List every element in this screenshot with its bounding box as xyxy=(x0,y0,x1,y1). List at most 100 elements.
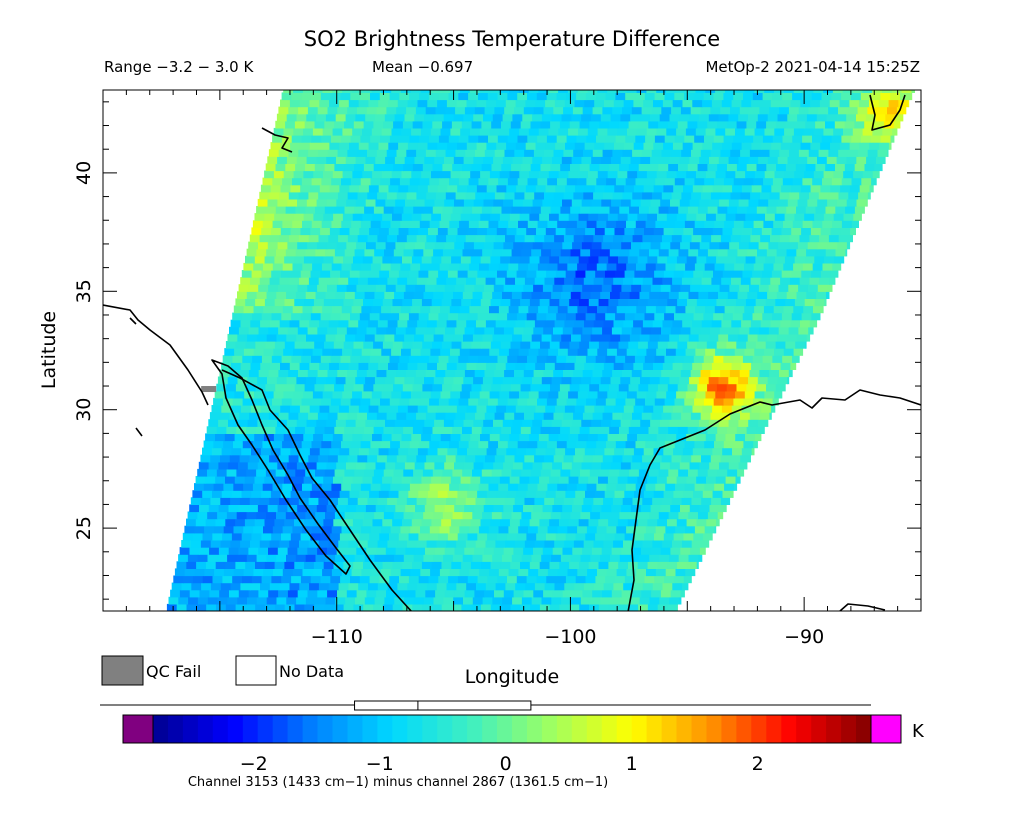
swath-pixel xyxy=(227,596,238,605)
swath-pixel xyxy=(805,341,807,349)
swath-pixel xyxy=(476,184,488,193)
swath-pixel xyxy=(659,596,670,605)
swath-pixel xyxy=(260,582,271,591)
swath-pixel xyxy=(534,234,545,243)
swath-pixel xyxy=(286,376,297,385)
swath-pixel xyxy=(319,184,331,193)
swath-pixel xyxy=(762,135,774,143)
swath-pixel xyxy=(413,248,424,257)
swath-pixel xyxy=(796,333,808,342)
swath-pixel xyxy=(280,99,291,108)
swath-pixel xyxy=(682,582,689,591)
swath-pixel xyxy=(442,248,454,257)
swath-pixel xyxy=(570,163,581,172)
swath-pixel xyxy=(515,99,526,108)
swath-pixel xyxy=(810,142,821,150)
swath-pixel xyxy=(246,511,257,520)
swath-pixel xyxy=(452,206,463,214)
swath-pixel xyxy=(425,589,436,598)
swath-pixel xyxy=(285,426,296,434)
swath-pixel xyxy=(644,227,655,236)
swath-pixel xyxy=(398,270,410,278)
swath-pixel xyxy=(216,468,228,477)
swath-pixel xyxy=(693,355,705,363)
swath-pixel xyxy=(624,184,635,193)
swath-pixel xyxy=(572,241,583,250)
swath-pixel xyxy=(560,426,571,434)
swath-pixel xyxy=(549,298,560,307)
swath-pixel xyxy=(336,461,347,470)
swath-pixel xyxy=(594,227,606,236)
swath-pixel xyxy=(460,213,472,221)
swath-pixel xyxy=(314,120,325,129)
swath-pixel xyxy=(700,326,711,335)
swath-pixel xyxy=(754,127,765,136)
swath-pixel xyxy=(601,419,612,427)
swath-pixel xyxy=(515,319,526,328)
swath-pixel xyxy=(248,369,260,378)
swath-pixel xyxy=(505,582,516,591)
swath-pixel xyxy=(406,497,418,505)
swath-pixel xyxy=(684,440,695,449)
swath-pixel xyxy=(640,113,651,122)
swath-pixel xyxy=(689,376,700,385)
swath-pixel xyxy=(416,497,427,505)
swath-pixel xyxy=(456,540,467,548)
swath-pixel xyxy=(408,490,419,498)
swath-pixel xyxy=(559,255,570,264)
swath-pixel xyxy=(802,135,813,143)
swath-pixel xyxy=(317,106,329,115)
swath-pixel xyxy=(545,99,556,108)
swath-pixel xyxy=(650,198,661,207)
swath-pixel xyxy=(414,333,425,342)
swath-pixel xyxy=(639,596,651,605)
swath-pixel xyxy=(597,90,608,93)
swath-pixel xyxy=(497,270,508,278)
swath-pixel xyxy=(403,248,414,257)
swath-pixel xyxy=(645,262,657,271)
swath-pixel xyxy=(258,326,269,335)
swath-pixel xyxy=(657,255,668,264)
swath-pixel xyxy=(580,248,591,257)
swath-pixel xyxy=(579,341,590,349)
swath-pixel xyxy=(444,156,455,164)
swath-pixel xyxy=(722,270,734,278)
swath-pixel xyxy=(777,113,788,122)
swath-pixel xyxy=(332,348,343,356)
swath-pixel xyxy=(840,184,851,193)
swath-pixel xyxy=(776,206,787,214)
swath-pixel xyxy=(711,99,723,108)
swath-pixel xyxy=(730,191,741,200)
swath-pixel xyxy=(366,326,377,335)
swath-pixel xyxy=(591,241,603,250)
swath-pixel xyxy=(731,362,742,370)
swath-pixel xyxy=(450,213,462,221)
swath-pixel xyxy=(318,454,329,463)
swath-pixel xyxy=(422,426,434,434)
swath-pixel xyxy=(872,127,883,136)
swath-pixel xyxy=(234,476,246,484)
swath-pixel xyxy=(747,291,758,299)
swath-pixel xyxy=(468,483,480,491)
swath-pixel xyxy=(578,213,589,221)
swath-pixel xyxy=(195,476,206,484)
swath-pixel xyxy=(423,206,434,214)
swath-pixel xyxy=(199,589,210,598)
colorbar-segment xyxy=(706,715,722,743)
swath-pixel xyxy=(830,142,841,150)
swath-pixel xyxy=(534,277,546,285)
swath-pixel xyxy=(576,397,587,406)
swath-pixel xyxy=(568,255,580,264)
swath-pixel xyxy=(557,305,569,314)
swath-pixel xyxy=(352,390,363,399)
swath-pixel xyxy=(284,255,295,264)
swath-pixel xyxy=(567,525,578,534)
swath-pixel xyxy=(194,525,205,534)
swath-pixel xyxy=(348,277,359,285)
swath-pixel xyxy=(201,582,212,591)
swath-pixel xyxy=(311,92,322,101)
swath-pixel xyxy=(377,540,388,548)
swath-pixel xyxy=(302,483,313,491)
swath-pixel xyxy=(170,589,181,598)
swath-pixel xyxy=(382,476,393,484)
